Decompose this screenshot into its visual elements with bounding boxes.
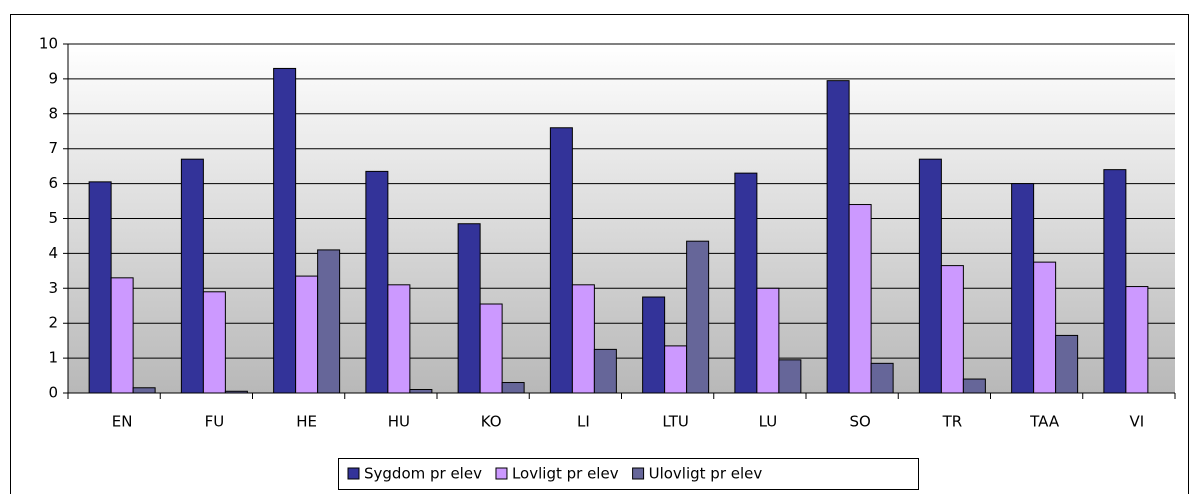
y-tick-label: 2 (48, 314, 58, 332)
y-tick-label: 6 (48, 174, 58, 192)
bar (756, 287, 780, 394)
bar (571, 284, 595, 394)
x-tick-label: LI (577, 413, 590, 431)
x-tick-label: HE (296, 413, 317, 431)
bar (593, 348, 617, 394)
legend-label: Ulovligt pr elev (649, 465, 763, 483)
bar (870, 362, 894, 394)
legend-swatch (347, 467, 360, 480)
bar (549, 127, 573, 394)
bar (1011, 183, 1035, 394)
x-tick-label: VI (1130, 413, 1145, 431)
y-tick-label: 3 (48, 279, 58, 297)
legend-label: Sygdom pr elev (364, 465, 482, 483)
bar (826, 80, 850, 394)
x-tick-label: LU (759, 413, 778, 431)
bar (1103, 169, 1127, 394)
y-tick-label: 1 (48, 349, 58, 367)
bar (110, 277, 134, 394)
bar (180, 158, 204, 394)
bar (365, 170, 389, 394)
bar (1033, 261, 1057, 394)
bar (962, 378, 986, 394)
bar (664, 345, 688, 394)
bar (940, 265, 964, 394)
bar (132, 387, 156, 394)
y-tick-label: 4 (48, 244, 58, 262)
legend-swatch (632, 467, 645, 480)
bar (642, 296, 666, 394)
legend-label: Lovligt pr elev (512, 465, 619, 483)
x-tick-label: HU (388, 413, 410, 431)
x-tick-label: LTU (662, 413, 688, 431)
x-tick-label: FU (205, 413, 225, 431)
bar (501, 382, 525, 394)
bar (778, 359, 802, 394)
bar (317, 249, 341, 394)
bar (273, 67, 297, 394)
y-tick-label: 8 (48, 104, 58, 122)
y-tick-label: 9 (48, 69, 58, 87)
x-tick-label: SO (849, 413, 870, 431)
bar (202, 291, 226, 394)
bar (409, 389, 433, 394)
y-tick-label: 10 (39, 35, 58, 53)
bar (1125, 286, 1149, 394)
bar (479, 303, 503, 394)
legend-swatch (495, 467, 508, 480)
bar (918, 158, 942, 394)
bar (224, 390, 248, 394)
bar (1055, 334, 1079, 394)
bar (387, 284, 411, 394)
bar (295, 275, 319, 394)
bar (457, 223, 481, 394)
bar (848, 204, 872, 394)
bar (88, 181, 112, 394)
x-tick-label: KO (481, 413, 502, 431)
y-tick-label: 5 (48, 209, 58, 227)
x-tick-label: TAA (1029, 413, 1060, 431)
bar (686, 240, 710, 394)
y-tick-label: 7 (48, 139, 58, 157)
x-tick-label: EN (112, 413, 133, 431)
y-tick-label: 0 (48, 384, 58, 402)
bar (734, 172, 758, 394)
x-tick-label: TR (942, 413, 963, 431)
legend (338, 458, 919, 490)
